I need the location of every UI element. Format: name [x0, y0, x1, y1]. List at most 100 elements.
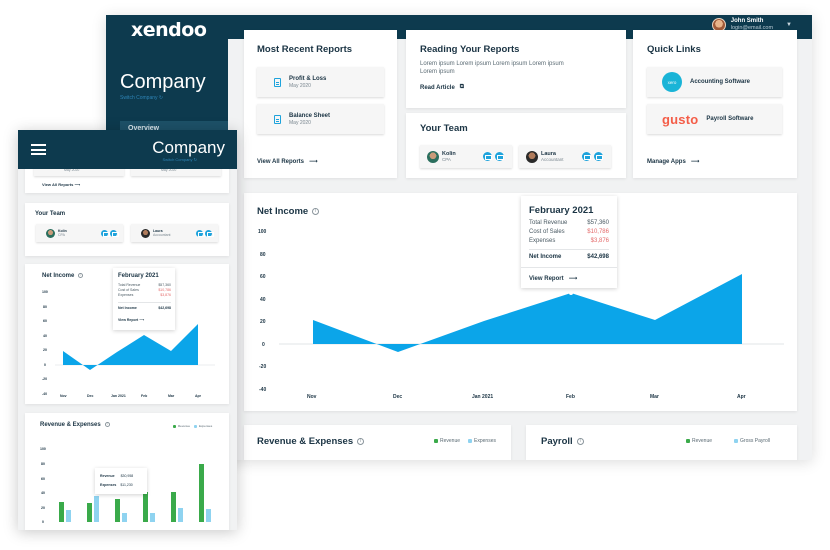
calendar-icon[interactable]	[594, 152, 603, 161]
x-tick: Nov	[307, 394, 317, 400]
switch-company-link[interactable]: Switch Company ↻	[162, 157, 197, 162]
tooltip-month: February 2021	[529, 205, 594, 216]
net-income-tooltip: February 2021 Total Revenue $57,360 Cost …	[521, 196, 617, 288]
team-member-kolin[interactable]: Kolin CPA	[36, 224, 123, 242]
x-tick: Jan 2021	[472, 394, 494, 400]
quick-links-card: Quick Links xero Accounting Software gus…	[633, 30, 797, 178]
report-date: May 2020	[289, 119, 311, 126]
link-label: Manage Apps	[647, 158, 686, 165]
team-member-laura[interactable]: Laura Accountant	[519, 145, 611, 168]
avatar	[427, 150, 439, 163]
chat-icon[interactable]	[101, 229, 110, 238]
view-report-link[interactable]: View Report ⟶	[118, 318, 145, 322]
view-report-link[interactable]: View Report ⟶	[529, 275, 578, 283]
report-date: May 2020	[64, 168, 80, 172]
tooltip-month: February 2021	[118, 273, 159, 279]
report-date: May 2020	[161, 168, 177, 172]
legend-swatch-expenses	[194, 424, 198, 428]
card-title: Quick Links	[647, 44, 701, 55]
arrow-right-icon: ⟶	[568, 276, 578, 282]
refresh-icon: ↻	[158, 95, 164, 101]
brand-logo[interactable]: xendoo	[131, 19, 207, 41]
read-article-link[interactable]: Read Article ⧉	[420, 84, 464, 91]
chat-icon[interactable]	[196, 229, 205, 238]
card-title: Your Team	[35, 211, 66, 217]
external-link-icon: ⧉	[459, 84, 465, 90]
manage-apps-link[interactable]: Manage Apps ⟶	[647, 158, 700, 166]
tooltip-net-value: $42,698	[587, 254, 609, 260]
tooltip-value: $11,230	[120, 483, 133, 487]
y-tick: 20	[260, 319, 266, 325]
card-title: Net Income i	[257, 206, 320, 217]
user-name: John Smith	[730, 18, 764, 24]
x-tick: Mar	[650, 394, 659, 400]
y-tick: 0	[262, 342, 265, 348]
legend-swatch-expenses	[468, 438, 473, 443]
quick-link-gusto[interactable]: gusto Payroll Software	[647, 104, 782, 134]
info-icon[interactable]: i	[78, 273, 84, 278]
mobile-header: Company Switch Company ↻	[18, 130, 237, 169]
card-title: Revenue & Expenses i	[257, 436, 365, 447]
x-tick: Apr	[737, 394, 746, 400]
mobile-team-card: Your Team Kolin CPA Laura Accountant	[25, 203, 229, 256]
switch-company-link[interactable]: Switch Company ↻	[120, 95, 163, 101]
document-icon	[274, 77, 281, 87]
x-tick: Dec	[393, 394, 403, 400]
member-role: CPA	[442, 156, 451, 162]
gusto-logo: gusto	[662, 111, 699, 127]
report-item-balance-sheet[interactable]: Balance Sheet May 2020	[257, 104, 384, 134]
chat-icon[interactable]	[483, 152, 492, 161]
legend-label: Expenses	[199, 424, 213, 428]
mobile-net-income-tooltip: February 2021 Total Revenue $57,360 Cost …	[113, 268, 175, 330]
chevron-down-icon[interactable]: ▼	[786, 22, 792, 28]
y-tick: 100	[258, 229, 267, 235]
view-all-reports-link[interactable]: View All Reports ⟶	[42, 182, 81, 187]
quick-link-xero[interactable]: xero Accounting Software	[647, 67, 782, 97]
y-tick: -20	[259, 364, 267, 370]
report-date: May 2020	[289, 82, 311, 89]
tooltip-label: Total Revenue	[118, 283, 141, 287]
info-icon[interactable]: i	[104, 422, 110, 427]
revenue-expenses-card: Revenue & Expenses i Revenue Expenses	[244, 425, 511, 460]
chart-legend: Revenue Expenses	[434, 438, 496, 444]
divider	[521, 267, 617, 268]
recent-reports-card: Most Recent Reports Profit & Loss May 202…	[244, 30, 397, 178]
member-name: Kolin	[58, 228, 67, 233]
y-tick: -40	[259, 387, 267, 393]
calendar-icon[interactable]	[110, 229, 119, 238]
info-icon[interactable]: i	[357, 437, 365, 445]
link-label: Read Article	[420, 84, 455, 91]
divider	[529, 249, 609, 250]
legend-label: Revenue	[440, 438, 461, 444]
calendar-icon[interactable]	[205, 229, 214, 238]
chart-legend: Revenue Expenses	[173, 424, 212, 428]
card-title: Most Recent Reports	[257, 44, 353, 55]
chat-icon[interactable]	[582, 152, 591, 161]
team-member-laura[interactable]: Laura Accountant	[131, 224, 218, 242]
payroll-title: Payroll	[541, 436, 573, 447]
tooltip-value: $57,360	[587, 220, 609, 226]
tooltip-net-value: $42,698	[158, 306, 171, 310]
calendar-icon[interactable]	[495, 152, 504, 161]
hamburger-menu-icon[interactable]	[31, 144, 46, 155]
tooltip-value: $10,786	[158, 288, 171, 292]
tooltip-net-label: Net Income	[529, 254, 562, 260]
info-icon[interactable]: i	[576, 437, 584, 445]
view-all-reports-link[interactable]: View All Reports ⟶	[257, 158, 318, 166]
report-item-profit-loss[interactable]: Profit & Loss May 2020	[257, 67, 384, 97]
card-title: Reading Your Reports	[420, 44, 520, 55]
link-label: View Report	[118, 318, 139, 322]
reading-body: Lorem ipsum Lorem ipsum Lorem ipsum Lore…	[420, 61, 564, 75]
arrow-right-icon: ⟶	[690, 159, 700, 165]
mobile-net-income-chart	[55, 324, 215, 370]
member-name: Kolin	[442, 150, 456, 157]
info-icon[interactable]: i	[312, 207, 320, 215]
avatar	[46, 228, 55, 238]
link-label: View All Reports	[257, 158, 305, 165]
switch-company-label: Switch Company	[120, 95, 158, 101]
avatar	[526, 150, 538, 163]
avatar	[141, 228, 150, 238]
team-member-kolin[interactable]: Kolin CPA	[420, 145, 512, 168]
chart-legend: Revenue Gross Payroll	[686, 438, 770, 444]
member-name: Laura	[541, 150, 556, 157]
